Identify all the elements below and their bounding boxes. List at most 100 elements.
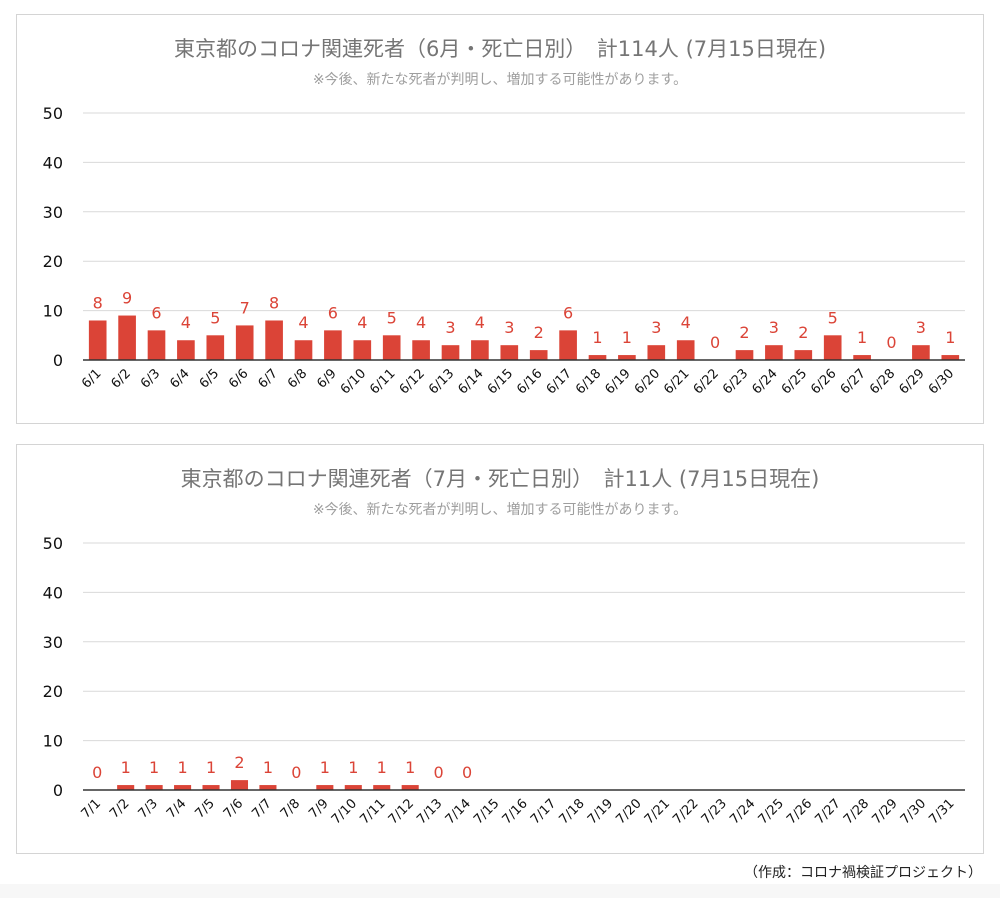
x-tick-label: 7/20 bbox=[613, 796, 644, 827]
data-label: 3 bbox=[445, 318, 455, 337]
data-label: 2 bbox=[234, 753, 244, 772]
data-label: 6 bbox=[328, 303, 338, 322]
chart-subtitle: ※今後、新たな死者が判明し、増加する可能性があります。 bbox=[312, 502, 688, 518]
bar-7/9 bbox=[316, 785, 334, 790]
x-tick-label: 7/12 bbox=[386, 796, 417, 827]
data-label: 1 bbox=[945, 328, 955, 347]
data-label: 1 bbox=[121, 758, 131, 777]
y-tick-label: 10 bbox=[43, 302, 63, 321]
data-label: 1 bbox=[149, 758, 159, 777]
data-label: 1 bbox=[857, 328, 867, 347]
bar-6/16 bbox=[529, 350, 548, 360]
x-tick-label: 6/25 bbox=[779, 366, 810, 397]
x-tick-label: 6/15 bbox=[485, 366, 516, 397]
bar-7/10 bbox=[344, 785, 362, 790]
y-tick-label: 10 bbox=[43, 732, 63, 751]
x-tick-label: 7/23 bbox=[699, 796, 730, 827]
x-tick-label: 6/4 bbox=[167, 366, 192, 391]
x-tick-label: 7/19 bbox=[585, 796, 616, 827]
bar-6/27 bbox=[853, 355, 871, 360]
x-tick-label: 6/20 bbox=[632, 366, 663, 397]
bar-7/11 bbox=[373, 785, 391, 790]
data-label: 2 bbox=[739, 323, 749, 342]
x-tick-label: 7/5 bbox=[192, 796, 217, 821]
data-label: 1 bbox=[377, 758, 387, 777]
bar-6/12 bbox=[412, 340, 430, 360]
chart-title: 東京都のコロナ関連死者（7月・死亡日別） 計11人 (7月15日現在) bbox=[180, 467, 820, 491]
y-tick-label: 40 bbox=[43, 153, 63, 172]
x-tick-label: 6/2 bbox=[109, 366, 134, 391]
y-tick-label: 20 bbox=[43, 252, 63, 271]
june-bar-chart: 0102030405086/196/266/346/456/576/686/74… bbox=[43, 104, 965, 397]
bar-6/3 bbox=[147, 330, 166, 360]
x-tick-label: 6/18 bbox=[573, 366, 604, 397]
bar-6/26 bbox=[823, 335, 842, 360]
data-label: 5 bbox=[387, 308, 397, 327]
bar-7/3 bbox=[145, 785, 163, 790]
x-tick-label: 6/27 bbox=[838, 366, 869, 397]
bar-6/1 bbox=[88, 320, 107, 360]
data-label: 5 bbox=[210, 308, 220, 327]
x-tick-label: 7/27 bbox=[813, 796, 844, 827]
data-label: 9 bbox=[122, 289, 132, 308]
data-label: 1 bbox=[263, 758, 273, 777]
x-tick-label: 7/24 bbox=[727, 796, 758, 827]
bar-6/9 bbox=[324, 330, 342, 360]
x-tick-label: 6/12 bbox=[397, 366, 428, 397]
y-tick-label: 50 bbox=[43, 104, 63, 123]
bar-6/25 bbox=[794, 350, 813, 360]
x-tick-label: 6/24 bbox=[749, 366, 780, 397]
y-tick-label: 20 bbox=[43, 682, 63, 701]
x-tick-label: 7/31 bbox=[926, 796, 957, 827]
data-label: 5 bbox=[828, 308, 838, 327]
x-tick-label: 6/22 bbox=[691, 366, 722, 397]
bar-6/10 bbox=[353, 340, 372, 360]
bar-6/5 bbox=[206, 335, 225, 360]
x-tick-label: 7/16 bbox=[500, 796, 531, 827]
july-chart-panel: 東京都のコロナ関連死者（7月・死亡日別） 計11人 (7月15日現在) ※今後、… bbox=[16, 444, 984, 854]
data-label: 6 bbox=[151, 303, 161, 322]
y-tick-label: 0 bbox=[53, 781, 63, 800]
x-tick-label: 6/11 bbox=[367, 366, 398, 397]
x-tick-label: 7/18 bbox=[556, 796, 587, 827]
x-tick-label: 7/10 bbox=[329, 796, 360, 827]
bar-6/2 bbox=[118, 315, 136, 360]
x-tick-label: 6/23 bbox=[720, 366, 751, 397]
data-label: 0 bbox=[886, 333, 896, 352]
x-tick-label: 6/6 bbox=[226, 366, 251, 391]
bar-7/6 bbox=[230, 780, 249, 790]
bar-6/4 bbox=[177, 340, 195, 360]
july-bar-chart: 0102030405007/117/217/317/417/527/617/70… bbox=[43, 534, 965, 827]
data-label: 3 bbox=[769, 318, 779, 337]
bar-6/24 bbox=[765, 345, 783, 360]
data-label: 0 bbox=[434, 763, 444, 782]
data-label: 4 bbox=[475, 313, 485, 332]
bar-6/20 bbox=[647, 345, 666, 360]
data-label: 0 bbox=[92, 763, 102, 782]
y-tick-label: 0 bbox=[53, 351, 63, 370]
june-chart-panel: 東京都のコロナ関連死者（6月・死亡日別） 計114人 (7月15日現在) ※今後… bbox=[16, 14, 984, 424]
x-tick-label: 7/9 bbox=[306, 796, 331, 821]
data-label: 0 bbox=[291, 763, 301, 782]
chart-subtitle: ※今後、新たな死者が判明し、増加する可能性があります。 bbox=[312, 72, 688, 88]
data-label: 4 bbox=[298, 313, 308, 332]
bar-7/7 bbox=[259, 785, 277, 790]
x-tick-label: 7/30 bbox=[898, 796, 929, 827]
data-label: 8 bbox=[269, 293, 279, 312]
x-tick-label: 6/3 bbox=[138, 366, 163, 391]
x-tick-label: 6/28 bbox=[867, 366, 898, 397]
data-label: 1 bbox=[320, 758, 330, 777]
data-label: 3 bbox=[504, 318, 514, 337]
bar-6/6 bbox=[235, 325, 254, 360]
x-tick-label: 7/13 bbox=[414, 796, 445, 827]
x-tick-label: 7/17 bbox=[528, 796, 559, 827]
bar-6/7 bbox=[265, 320, 283, 360]
bar-6/19 bbox=[618, 355, 636, 360]
x-tick-label: 6/13 bbox=[426, 366, 457, 397]
x-tick-label: 6/1 bbox=[79, 366, 104, 391]
x-tick-label: 7/8 bbox=[278, 796, 303, 821]
x-tick-label: 7/1 bbox=[79, 796, 104, 821]
data-label: 1 bbox=[177, 758, 187, 777]
bar-6/29 bbox=[912, 345, 930, 360]
x-tick-label: 7/22 bbox=[670, 796, 701, 827]
